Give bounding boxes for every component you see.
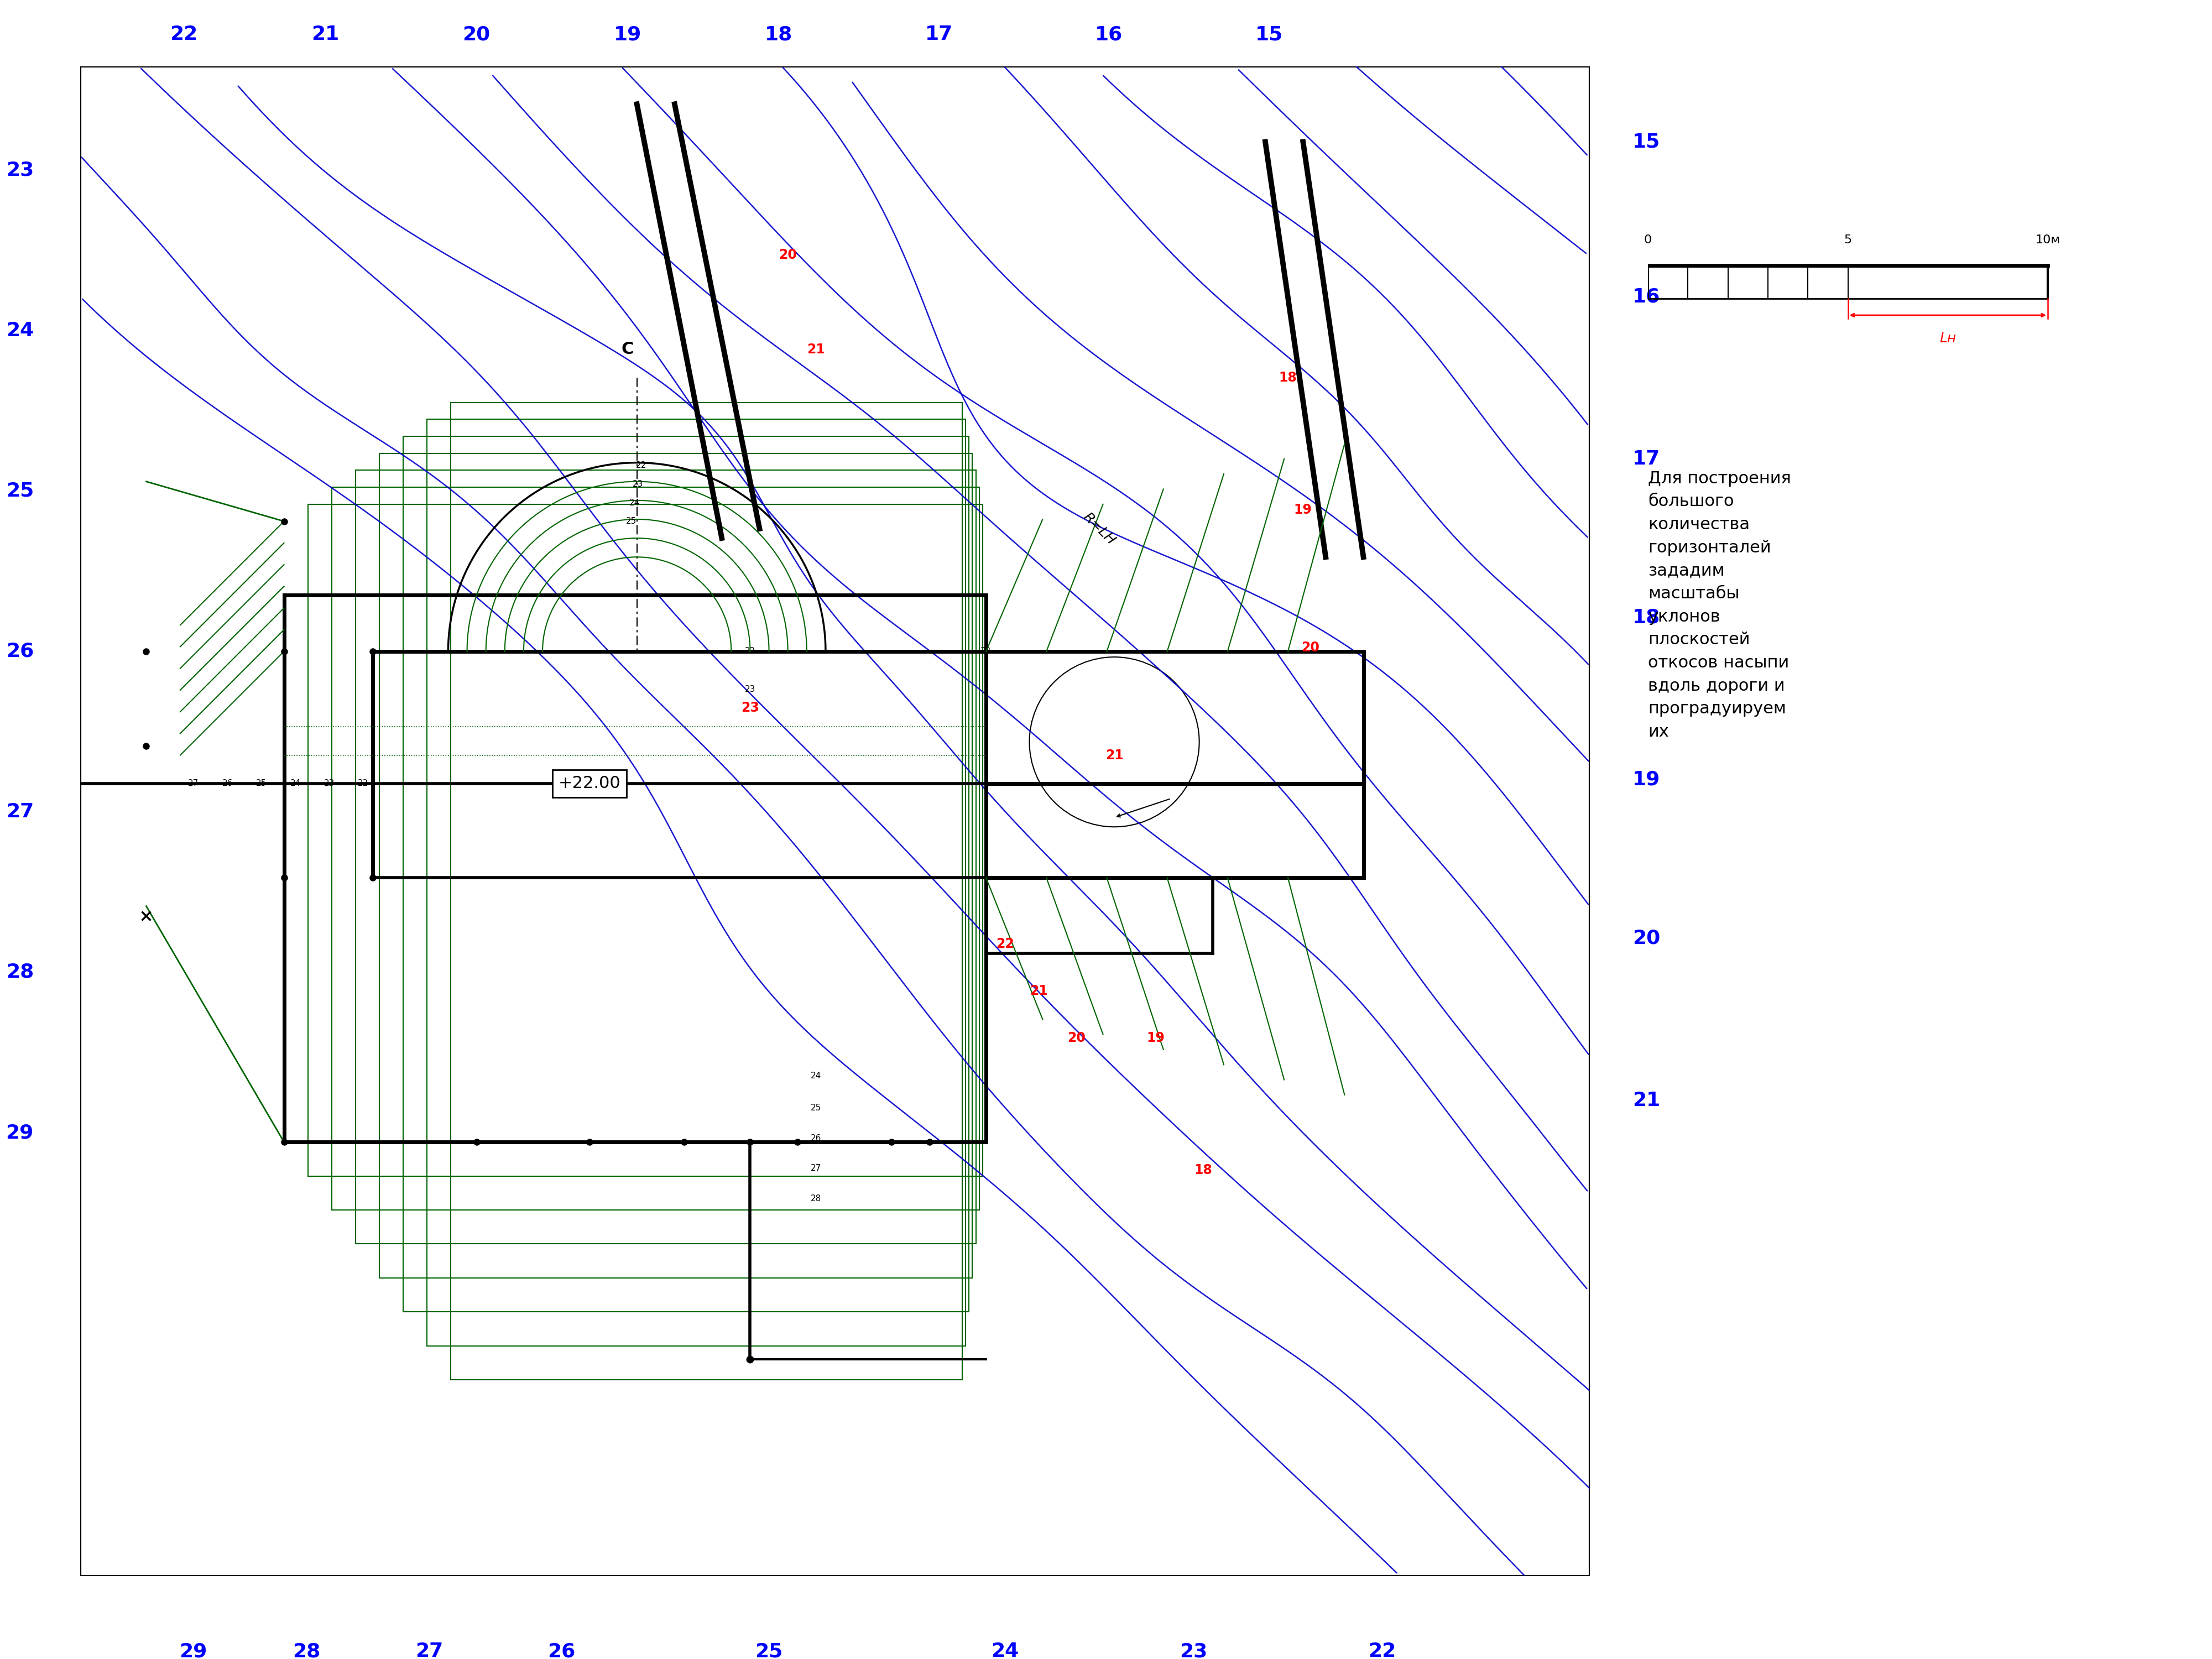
Text: 17: 17	[925, 25, 953, 43]
Text: 21: 21	[1031, 984, 1048, 997]
Text: 23: 23	[1179, 1642, 1208, 1659]
Text: 18: 18	[1194, 1163, 1212, 1176]
Text: 23: 23	[741, 702, 759, 715]
Text: 0: 0	[1644, 234, 1652, 246]
Text: 24: 24	[991, 1642, 1020, 1659]
Text: 20: 20	[1068, 1032, 1086, 1045]
Bar	[378, 453, 973, 1277]
Text: 24: 24	[7, 322, 33, 340]
Text: 25: 25	[7, 481, 33, 501]
Bar	[332, 488, 980, 1209]
Text: 19: 19	[1632, 770, 1661, 790]
Text: Lн: Lн	[1940, 332, 1955, 345]
Text: 27: 27	[416, 1642, 442, 1659]
Text: 22: 22	[745, 647, 757, 655]
Text: 17: 17	[1632, 450, 1661, 468]
Text: 24: 24	[290, 780, 301, 788]
Text: 24: 24	[630, 499, 639, 508]
Text: 26: 26	[221, 780, 232, 788]
Text: 20: 20	[779, 249, 796, 262]
Text: 22: 22	[1369, 1642, 1396, 1659]
Text: 20: 20	[1632, 929, 1661, 947]
Text: 23: 23	[7, 161, 33, 179]
Text: 28: 28	[812, 1194, 821, 1203]
Text: 23: 23	[745, 685, 757, 693]
Text: 23: 23	[323, 780, 334, 788]
Text: 19: 19	[1146, 1032, 1166, 1045]
Text: 25: 25	[626, 518, 637, 526]
Text: 22: 22	[358, 780, 369, 788]
Text: 21: 21	[312, 25, 338, 43]
Bar	[427, 420, 967, 1345]
Text: 29: 29	[179, 1642, 208, 1659]
Text: 21: 21	[1632, 1092, 1661, 1110]
Text: 25: 25	[754, 1642, 783, 1659]
Bar	[307, 504, 982, 1176]
Bar	[356, 469, 975, 1244]
Text: 24: 24	[812, 1072, 821, 1080]
Text: 26: 26	[812, 1135, 821, 1143]
Text: 16: 16	[1095, 25, 1121, 43]
Text: R=LH: R=LH	[1079, 509, 1117, 547]
Text: 27: 27	[812, 1165, 821, 1173]
Text: 26: 26	[7, 642, 33, 660]
Text: 18: 18	[1632, 607, 1661, 627]
Text: 16: 16	[1632, 287, 1661, 305]
Text: 22: 22	[995, 937, 1013, 951]
Text: 26: 26	[549, 1642, 575, 1659]
Text: 27: 27	[188, 780, 199, 788]
Text: 18: 18	[765, 25, 792, 43]
Text: 22: 22	[637, 461, 646, 469]
Text: 28: 28	[7, 962, 33, 982]
Text: Для построения
большого
количества
горизонталей
зададим
масштабы
уклонов
плоскос: Для построения большого количества гориз…	[1648, 471, 1792, 740]
Text: 5: 5	[1845, 234, 1851, 246]
Text: 22: 22	[170, 25, 197, 43]
Text: С: С	[622, 342, 633, 357]
Text: 25: 25	[812, 1103, 821, 1112]
Text: 22: 22	[980, 647, 991, 655]
Text: 19: 19	[613, 25, 641, 43]
Text: 20: 20	[462, 25, 491, 43]
Text: 18: 18	[1279, 372, 1296, 385]
Text: 23: 23	[633, 479, 644, 488]
Text: 27: 27	[7, 803, 33, 821]
Text: 21: 21	[807, 343, 825, 357]
Text: 19: 19	[1294, 503, 1312, 516]
Text: 15: 15	[1632, 133, 1661, 151]
Text: 20: 20	[1301, 640, 1321, 654]
Text: 10м: 10м	[2035, 234, 2059, 246]
Text: 29: 29	[7, 1123, 33, 1141]
Text: +22.00: +22.00	[557, 775, 622, 791]
Text: 15: 15	[1254, 25, 1283, 43]
Text: 21: 21	[1106, 748, 1124, 761]
Text: 28: 28	[292, 1642, 321, 1659]
Bar	[451, 403, 962, 1380]
Bar	[403, 436, 969, 1312]
Text: 25: 25	[257, 780, 268, 788]
